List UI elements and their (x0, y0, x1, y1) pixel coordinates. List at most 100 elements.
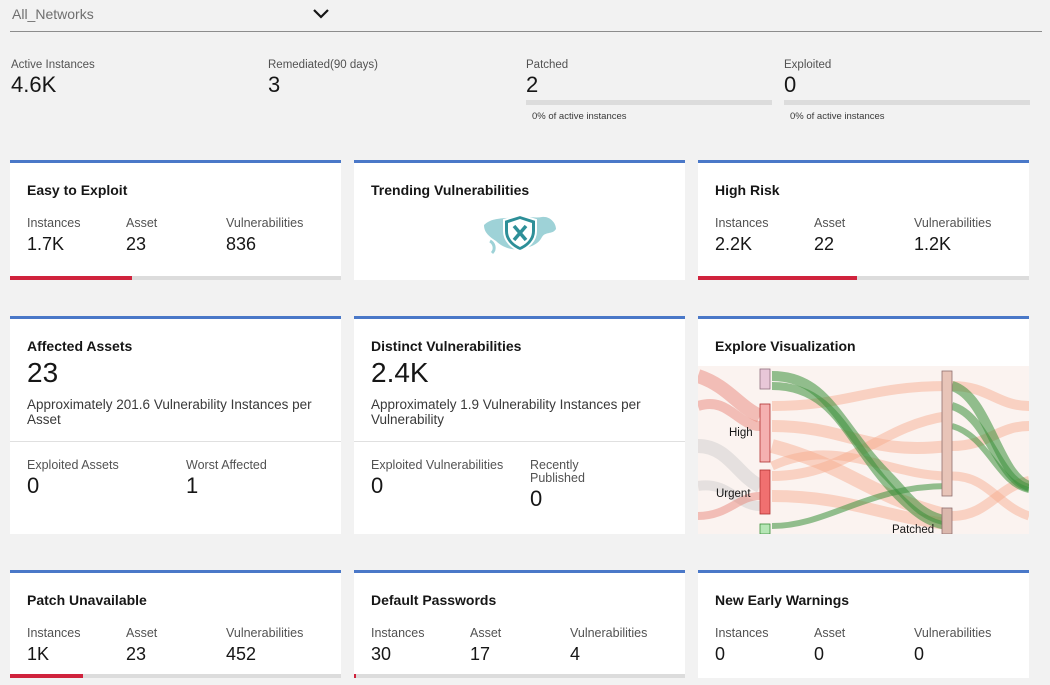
metric-asset: Asset 22 (814, 216, 845, 255)
metric-value: 2.2K (715, 234, 753, 254)
card-easy-to-exploit[interactable]: Easy to Exploit Instances 1.7K Asset 23 … (10, 160, 341, 280)
metric-worst-affected: Worst Affected 1 (186, 459, 267, 499)
card-distinct-vulnerabilities[interactable]: Distinct Vulnerabilities 2.4K Approximat… (354, 316, 685, 534)
stat-label: Exploited (784, 59, 832, 71)
metric-asset: Asset 23 (126, 626, 157, 665)
metric-instances: Instances 0 (715, 626, 769, 665)
metric-instances: Instances 30 (371, 626, 425, 665)
metric-value: 1K (27, 644, 50, 664)
metric-label: Instances (371, 626, 425, 640)
card-affected-assets[interactable]: Affected Assets 23 Approximately 201.6 V… (10, 316, 341, 534)
metric-value: 0 (814, 644, 825, 664)
stat-progress-bar (526, 100, 772, 105)
distinct-vulns-value: 2.4K (371, 357, 429, 388)
metric-label: Asset (814, 626, 846, 640)
progress-fill (354, 674, 357, 678)
stat-label: Active Instances (11, 59, 95, 71)
distinct-vulns-desc: Approximately 1.9 Vulnerability Instance… (371, 397, 641, 427)
stat-exploited: Exploited 0 0% of active instances (784, 59, 1030, 122)
stat-value: 3 (268, 72, 281, 97)
metric-value: 0 (27, 473, 40, 498)
metric-value: 23 (126, 234, 147, 254)
card-title: Affected Assets (27, 338, 133, 354)
viz-label-patched: Patched (892, 524, 934, 534)
stat-progress-bar (784, 100, 1030, 105)
viz-label-high: High (729, 427, 753, 439)
metric-instances: Instances 1K (27, 626, 81, 665)
metric-label: Asset (126, 216, 158, 230)
metric-label: Exploited Vulnerabilities (371, 458, 504, 472)
metric-label: Vulnerabilities (570, 626, 648, 640)
sankey-visualization[interactable]: High Urgent Patched (698, 366, 1029, 534)
metric-instances: Instances 1.7K (27, 216, 81, 255)
affected-assets-value: 23 (27, 357, 59, 388)
progress-fill (698, 276, 857, 280)
card-new-early-warnings[interactable]: New Early Warnings Instances 0 Asset 0 V… (698, 570, 1029, 678)
metric-value: 0 (715, 644, 726, 664)
metric-value: 23 (126, 644, 147, 664)
stat-patched: Patched 2 0% of active instances (526, 59, 772, 122)
metric-vulnerabilities: Vulnerabilities 836 (226, 216, 303, 255)
metric-label: Asset (126, 626, 158, 640)
divider (10, 441, 341, 442)
metric-value: 4 (570, 644, 581, 664)
metric-exploited-vulnerabilities: Exploited Vulnerabilities 0 (371, 459, 503, 499)
network-select[interactable]: All_Networks (10, 0, 1042, 32)
metric-label: Worst Affected (186, 458, 267, 472)
metric-label: Instances (715, 216, 769, 230)
metric-vulnerabilities: Vulnerabilities 452 (226, 626, 303, 665)
metric-label: Vulnerabilities (226, 216, 304, 230)
metric-label: Asset (814, 216, 846, 230)
metric-asset: Asset 23 (126, 216, 157, 255)
card-trending-vulnerabilities[interactable]: Trending Vulnerabilities (354, 160, 685, 280)
card-title: Patch Unavailable (27, 592, 147, 608)
viz-label-urgent: Urgent (716, 488, 751, 500)
progress-fill (10, 674, 83, 678)
metric-value: 0 (530, 486, 543, 511)
progress-fill (10, 276, 133, 280)
stat-value: 0 (784, 72, 797, 97)
card-title: Explore Visualization (715, 338, 856, 354)
stat-remediated: Remediated(90 days) 3 (268, 59, 514, 98)
stat-subtext: 0% of active instances (532, 111, 627, 122)
metric-value: 30 (371, 644, 392, 664)
metric-value: 836 (226, 234, 257, 254)
metric-label: Instances (27, 216, 81, 230)
card-title: Trending Vulnerabilities (371, 182, 530, 198)
progress-bar (10, 276, 341, 280)
network-select-value: All_Networks (12, 6, 94, 22)
stat-label: Remediated(90 days) (268, 59, 378, 71)
chevron-down-icon[interactable] (310, 2, 332, 24)
stat-active-instances: Active Instances 4.6K (11, 59, 257, 98)
progress-bar (10, 674, 341, 678)
card-explore-visualization[interactable]: Explore Visualization (698, 316, 1029, 534)
metric-instances: Instances 2.2K (715, 216, 769, 255)
stat-value: 4.6K (11, 72, 57, 97)
metric-vulnerabilities: Vulnerabilities 0 (914, 626, 991, 665)
card-patch-unavailable[interactable]: Patch Unavailable Instances 1K Asset 23 … (10, 570, 341, 678)
metric-label: Exploited Assets (27, 458, 119, 472)
metric-value: 1.2K (914, 234, 952, 254)
progress-bar (698, 276, 1029, 280)
metric-label: Vulnerabilities (914, 626, 992, 640)
metric-exploited-assets: Exploited Assets 0 (27, 459, 119, 499)
affected-assets-desc: Approximately 201.6 Vulnerability Instan… (27, 397, 312, 427)
metric-value: 452 (226, 644, 257, 664)
metric-vulnerabilities: Vulnerabilities 4 (570, 626, 647, 665)
stat-label: Patched (526, 59, 569, 71)
metric-label: Asset (470, 626, 502, 640)
metric-value: 1.7K (27, 234, 65, 254)
progress-bar (354, 674, 685, 678)
metric-value: 0 (371, 473, 384, 498)
metric-recently-published: Recently Published 0 (530, 459, 610, 512)
metric-asset: Asset 17 (470, 626, 501, 665)
metric-label: Instances (715, 626, 769, 640)
card-title: Distinct Vulnerabilities (371, 338, 522, 354)
divider (354, 441, 685, 442)
shield-x-icon (484, 213, 556, 255)
metric-value: 17 (470, 644, 491, 664)
stat-value: 2 (526, 72, 539, 97)
card-high-risk[interactable]: High Risk Instances 2.2K Asset 22 Vulner… (698, 160, 1029, 280)
card-title: Default Passwords (371, 592, 497, 608)
card-default-passwords[interactable]: Default Passwords Instances 30 Asset 17 … (354, 570, 685, 678)
